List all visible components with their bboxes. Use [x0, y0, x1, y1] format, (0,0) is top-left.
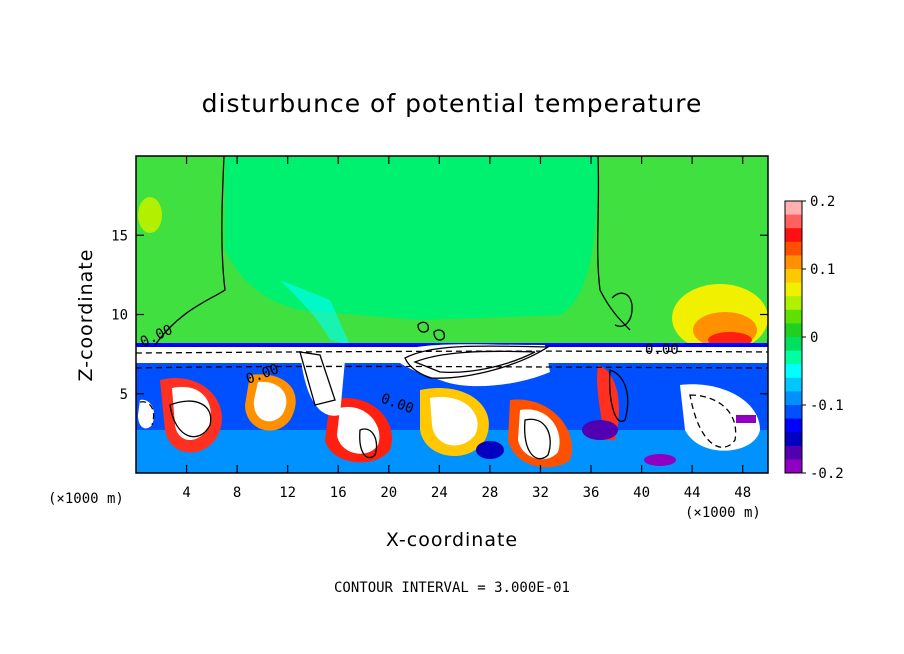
x-tick-label: 16 [330, 485, 347, 501]
colorbar-tick-label: -0.1 [810, 398, 844, 414]
x-tick-label: 24 [431, 485, 448, 501]
colorbar-swatch [785, 214, 802, 229]
contour-label-4: 0.00 [645, 342, 679, 358]
colorbar-swatch [785, 201, 802, 216]
colorbar-swatch [785, 323, 802, 338]
colorbar-tick-label: 0.2 [810, 194, 835, 210]
x-tick-label: 4 [182, 485, 190, 501]
green-patch-left [138, 197, 162, 233]
y-tick-label: 10 [111, 308, 128, 324]
x-tick-label: 40 [633, 485, 650, 501]
colorbar-tick-label: 0.1 [810, 262, 835, 278]
chart-title: disturbunce of potential temperature [202, 89, 703, 118]
y-axis-ticks: 5 10 15 [111, 228, 768, 403]
upper-layer-cyan-patch [280, 280, 350, 345]
colorbar-tick-label: -0.2 [810, 466, 844, 482]
colorbar-tick-label: 0 [810, 330, 818, 346]
colorbar-swatch [785, 364, 802, 379]
x-tick-label: 48 [734, 485, 751, 501]
upper-layer-cool-band [225, 156, 598, 320]
y-axis-label: Z-coordinate [75, 249, 97, 382]
colorbar-swatch [785, 269, 802, 284]
x-axis-ticks: 4 8 12 16 20 24 28 32 36 40 44 48 [182, 156, 751, 501]
colorbar-swatch [785, 228, 802, 243]
colorbar-swatch [785, 337, 802, 352]
colorbar-swatch [785, 282, 802, 297]
contours [136, 156, 768, 460]
plot-area: 0.00 0.00 0.00 0.00 [136, 156, 768, 473]
x-tick-label: 36 [583, 485, 600, 501]
x-tick-label: 32 [532, 485, 549, 501]
colorbar-swatch [785, 459, 802, 474]
x-axis-unit-left: (×1000 m) [48, 491, 124, 507]
lower-layer-eddies [138, 344, 760, 468]
colorbar-swatch [785, 405, 802, 420]
x-tick-label: 44 [684, 485, 701, 501]
x-axis-unit-right: (×1000 m) [685, 505, 761, 521]
x-tick-label: 20 [380, 485, 397, 501]
colorbar-swatch [785, 309, 802, 324]
x-tick-label: 28 [481, 485, 498, 501]
y-tick-label: 15 [111, 228, 128, 244]
x-tick-label: 12 [279, 485, 296, 501]
colorbar-swatch [785, 418, 802, 433]
x-tick-label: 8 [233, 485, 241, 501]
colorbar-swatch [785, 445, 802, 460]
colorbar: 0.2 0.1 0 -0.1 -0.2 [784, 194, 844, 482]
colorbar-swatch [785, 350, 802, 365]
y-tick-label: 5 [120, 387, 128, 403]
colorbar-swatch [785, 391, 802, 406]
colorbar-swatch [785, 432, 802, 447]
colorbar-swatch [785, 241, 802, 256]
x-axis-label: X-coordinate [386, 529, 518, 551]
colorbar-swatch [785, 377, 802, 392]
colorbar-swatch [785, 296, 802, 311]
colorbar-swatch [785, 255, 802, 270]
contour-interval-note: CONTOUR INTERVAL = 3.000E-01 [334, 580, 570, 596]
